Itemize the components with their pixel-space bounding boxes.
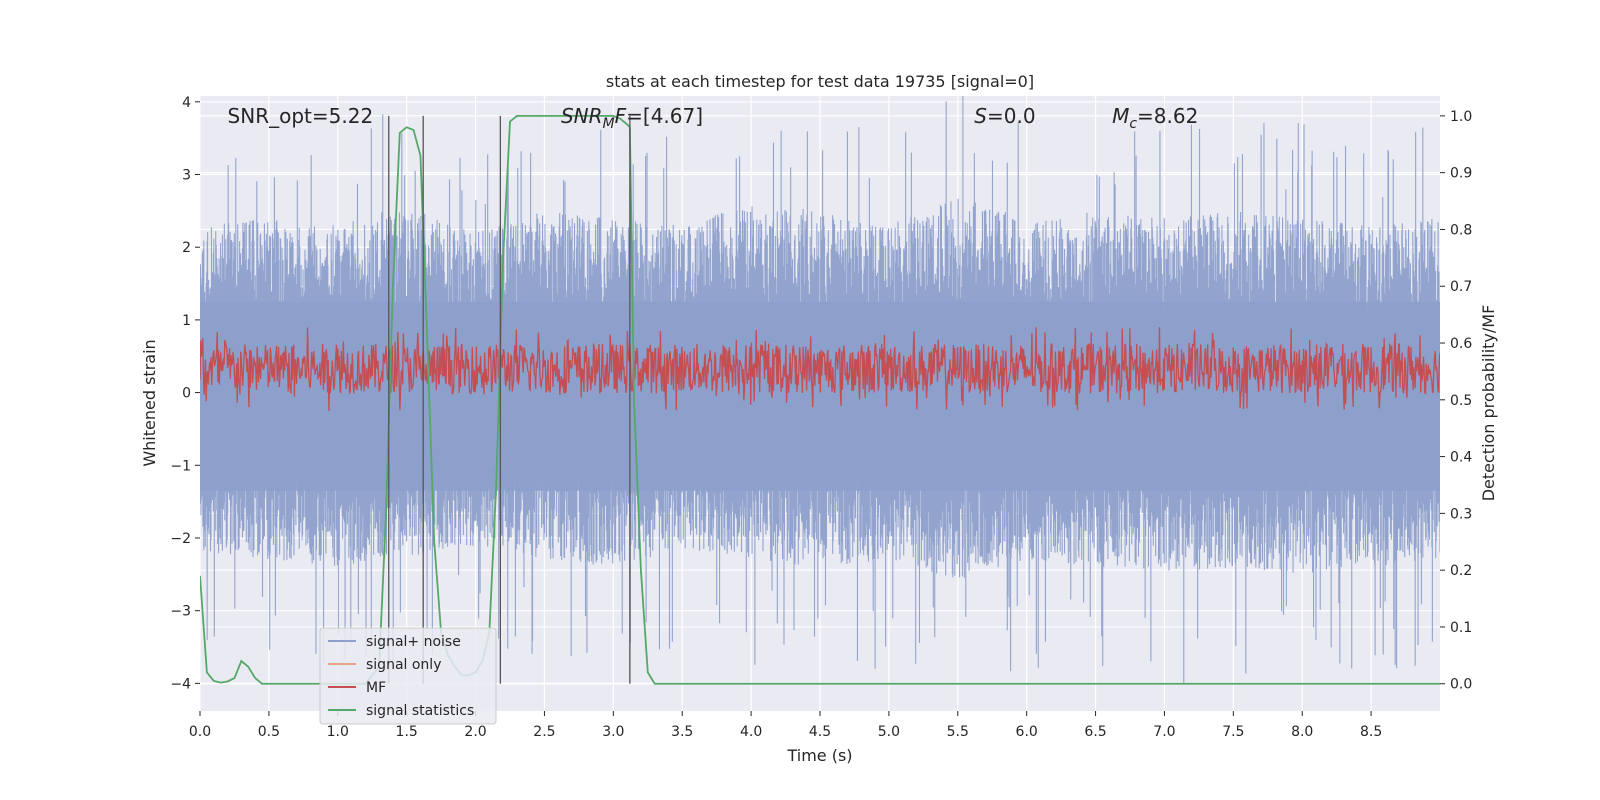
y-right-tick-label: 0.8	[1450, 222, 1472, 238]
y-right-tick-label: 1.0	[1450, 109, 1472, 125]
annotation-s: S=0.0	[974, 104, 1035, 128]
y-left-tick-label: −3	[170, 604, 191, 620]
y-right-tick-label: 0.7	[1450, 279, 1472, 295]
y-right-tick-label: 0.9	[1450, 166, 1472, 182]
legend-label: MF	[366, 680, 386, 696]
legend-box	[319, 627, 497, 725]
x-tick-label: 6.0	[1016, 724, 1038, 740]
legend: signal+ noise signal only MF signal statist…	[319, 627, 497, 725]
vertical-lines	[388, 115, 631, 684]
y-left-tick-label: 4	[182, 95, 191, 111]
chart-title: stats at each timestep for test data 197…	[606, 72, 1034, 91]
y-right-tick-label: 0.6	[1450, 336, 1472, 352]
x-tick-label: 4.5	[809, 724, 831, 740]
x-tick-label: 5.5	[947, 724, 969, 740]
legend-label: signal statistics	[366, 703, 474, 719]
y-right-tick-label: 0.2	[1450, 563, 1472, 579]
x-tick-label: 8.0	[1291, 724, 1313, 740]
annotation-snr-opt: SNR_opt=5.22	[228, 104, 374, 128]
y-right-tick-label: 0.0	[1450, 677, 1472, 693]
x-tick-label: 1.5	[396, 724, 418, 740]
annotations: SNR_opt=5.22 SNRMF=[4.67] S=0.0 Mc=8.62	[228, 104, 1199, 132]
y-axis-right: 1.0 0.9 0.8 0.7 0.6 0.5 0.4 0.3 0.2 0.1 0.0	[1440, 109, 1472, 693]
y-axis-left: 4 3 2 1 0 −1 −2 −3 −4	[170, 95, 200, 692]
y-axis-left-label: Whitened strain	[140, 339, 159, 466]
y-left-tick-label: −4	[170, 676, 191, 692]
y-axis-right-label: Detection probability/MF	[1479, 305, 1498, 502]
y-left-tick-label: 0	[182, 386, 191, 402]
y-left-tick-label: 2	[182, 240, 191, 256]
x-tick-label: 0.5	[258, 724, 280, 740]
y-right-tick-label: 0.1	[1450, 620, 1472, 636]
legend-label: signal+ noise	[366, 634, 461, 650]
x-tick-label: 4.0	[740, 724, 762, 740]
y-left-tick-label: 1	[182, 313, 191, 329]
x-tick-label: 1.0	[327, 724, 349, 740]
x-tick-label: 3.5	[671, 724, 693, 740]
x-tick-label: 0.0	[189, 724, 211, 740]
mf-series	[200, 327, 1440, 411]
y-right-tick-label: 0.5	[1450, 393, 1472, 409]
x-axis-label: Time (s)	[786, 746, 852, 765]
y-left-tick-label: −1	[170, 458, 191, 474]
y-left-tick-label: 3	[182, 168, 191, 184]
y-right-tick-label: 0.3	[1450, 506, 1472, 522]
x-tick-label: 6.5	[1084, 724, 1106, 740]
x-tick-label: 7.5	[1222, 724, 1244, 740]
annotation-mc: Mc=8.62	[1112, 104, 1198, 132]
y-left-tick-label: −2	[170, 531, 191, 547]
y-right-tick-label: 0.4	[1450, 450, 1472, 466]
series-layer	[200, 96, 1440, 685]
x-axis: 0.0 0.5 1.0 1.5 2.0 2.5 3.0 3.5 4.0 4.5 5.0 5.5 6.0 6…	[189, 711, 1382, 740]
annotation-snr-mf: SNRMF=[4.67]	[561, 104, 703, 132]
x-tick-label: 7.0	[1153, 724, 1175, 740]
x-tick-label: 2.5	[533, 724, 555, 740]
x-tick-label: 8.5	[1360, 724, 1382, 740]
x-tick-label: 2.0	[464, 724, 486, 740]
legend-label: signal only	[366, 657, 441, 673]
x-tick-label: 5.0	[878, 724, 900, 740]
x-tick-label: 3.0	[602, 724, 624, 740]
